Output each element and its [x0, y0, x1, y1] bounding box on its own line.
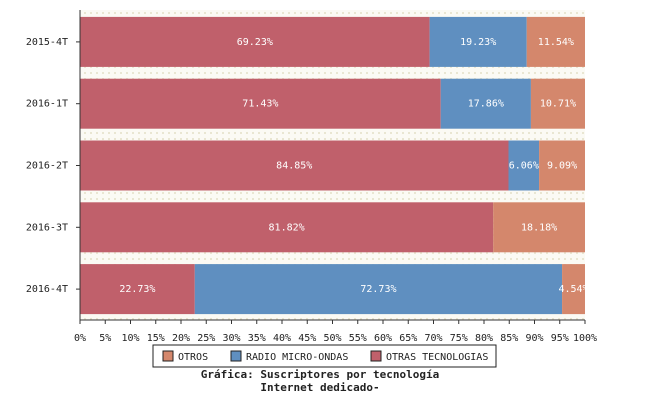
x-tick-label: 100%: [573, 333, 597, 344]
value-label: 9.09%: [547, 161, 577, 172]
value-label: 84.85%: [276, 161, 312, 172]
value-label: 72.73%: [360, 284, 396, 295]
bar-segment: [508, 140, 540, 191]
chart-title: Gráfica: Suscriptores por tecnología: [201, 368, 439, 381]
bar-segment: [493, 202, 585, 253]
x-tick-label: 30%: [222, 333, 240, 344]
legend-swatch: [370, 350, 382, 362]
bar-segment: [526, 16, 585, 67]
value-label: 81.82%: [269, 222, 305, 233]
value-label: 4.54%: [558, 284, 588, 295]
x-tick-label: 85%: [500, 333, 518, 344]
x-tick-label: 40%: [273, 333, 291, 344]
bar-segment: [194, 264, 563, 315]
legend-swatch: [162, 350, 174, 362]
x-tick-label: 45%: [298, 333, 316, 344]
bar-segment: [530, 78, 585, 129]
value-label: 17.86%: [468, 99, 504, 110]
x-tick-label: 35%: [248, 333, 266, 344]
value-label: 18.18%: [521, 222, 557, 233]
x-tick-label: 95%: [551, 333, 569, 344]
x-tick-label: 25%: [197, 333, 215, 344]
y-tick-label: 2016-4T: [26, 284, 68, 295]
legend-label: RADIO MICRO-ONDAS: [246, 352, 348, 363]
x-tick-label: 10%: [121, 333, 139, 344]
value-label: 6.06%: [509, 161, 539, 172]
x-tick-label: 5%: [99, 333, 111, 344]
x-tick-label: 75%: [450, 333, 468, 344]
y-tick-label: 2016-3T: [26, 222, 68, 233]
x-tick-label: 70%: [424, 333, 442, 344]
legend-swatch: [230, 350, 242, 362]
legend-label: OTROS: [178, 352, 208, 363]
value-label: 69.23%: [237, 37, 273, 48]
x-tick-label: 90%: [525, 333, 543, 344]
value-label: 71.43%: [242, 99, 278, 110]
x-tick-label: 60%: [374, 333, 392, 344]
x-tick-label: 55%: [349, 333, 367, 344]
bar-segment: [80, 16, 430, 67]
legend-label: OTRAS TECNOLOGIAS: [386, 352, 488, 363]
bar-segment: [539, 140, 585, 191]
x-tick-label: 15%: [147, 333, 165, 344]
bar-segment: [80, 140, 509, 191]
y-tick-label: 2016-1T: [26, 99, 68, 110]
value-label: 19.23%: [460, 37, 496, 48]
x-tick-label: 20%: [172, 333, 190, 344]
y-tick-label: 2015-4T: [26, 37, 68, 48]
bar-segment: [440, 78, 531, 129]
bar-segment: [562, 264, 585, 315]
x-tick-label: 0%: [74, 333, 86, 344]
bar-segment: [80, 202, 494, 253]
x-tick-label: 65%: [399, 333, 417, 344]
bar-segment: [429, 16, 527, 67]
value-label: 11.54%: [538, 37, 574, 48]
x-tick-label: 50%: [323, 333, 341, 344]
value-label: 22.73%: [119, 284, 155, 295]
x-tick-label: 80%: [475, 333, 493, 344]
y-tick-label: 2016-2T: [26, 161, 68, 172]
chart-subtitle: Internet dedicado-: [260, 381, 379, 394]
value-label: 10.71%: [540, 99, 576, 110]
bar-segment: [80, 264, 195, 315]
bar-segment: [80, 78, 441, 129]
